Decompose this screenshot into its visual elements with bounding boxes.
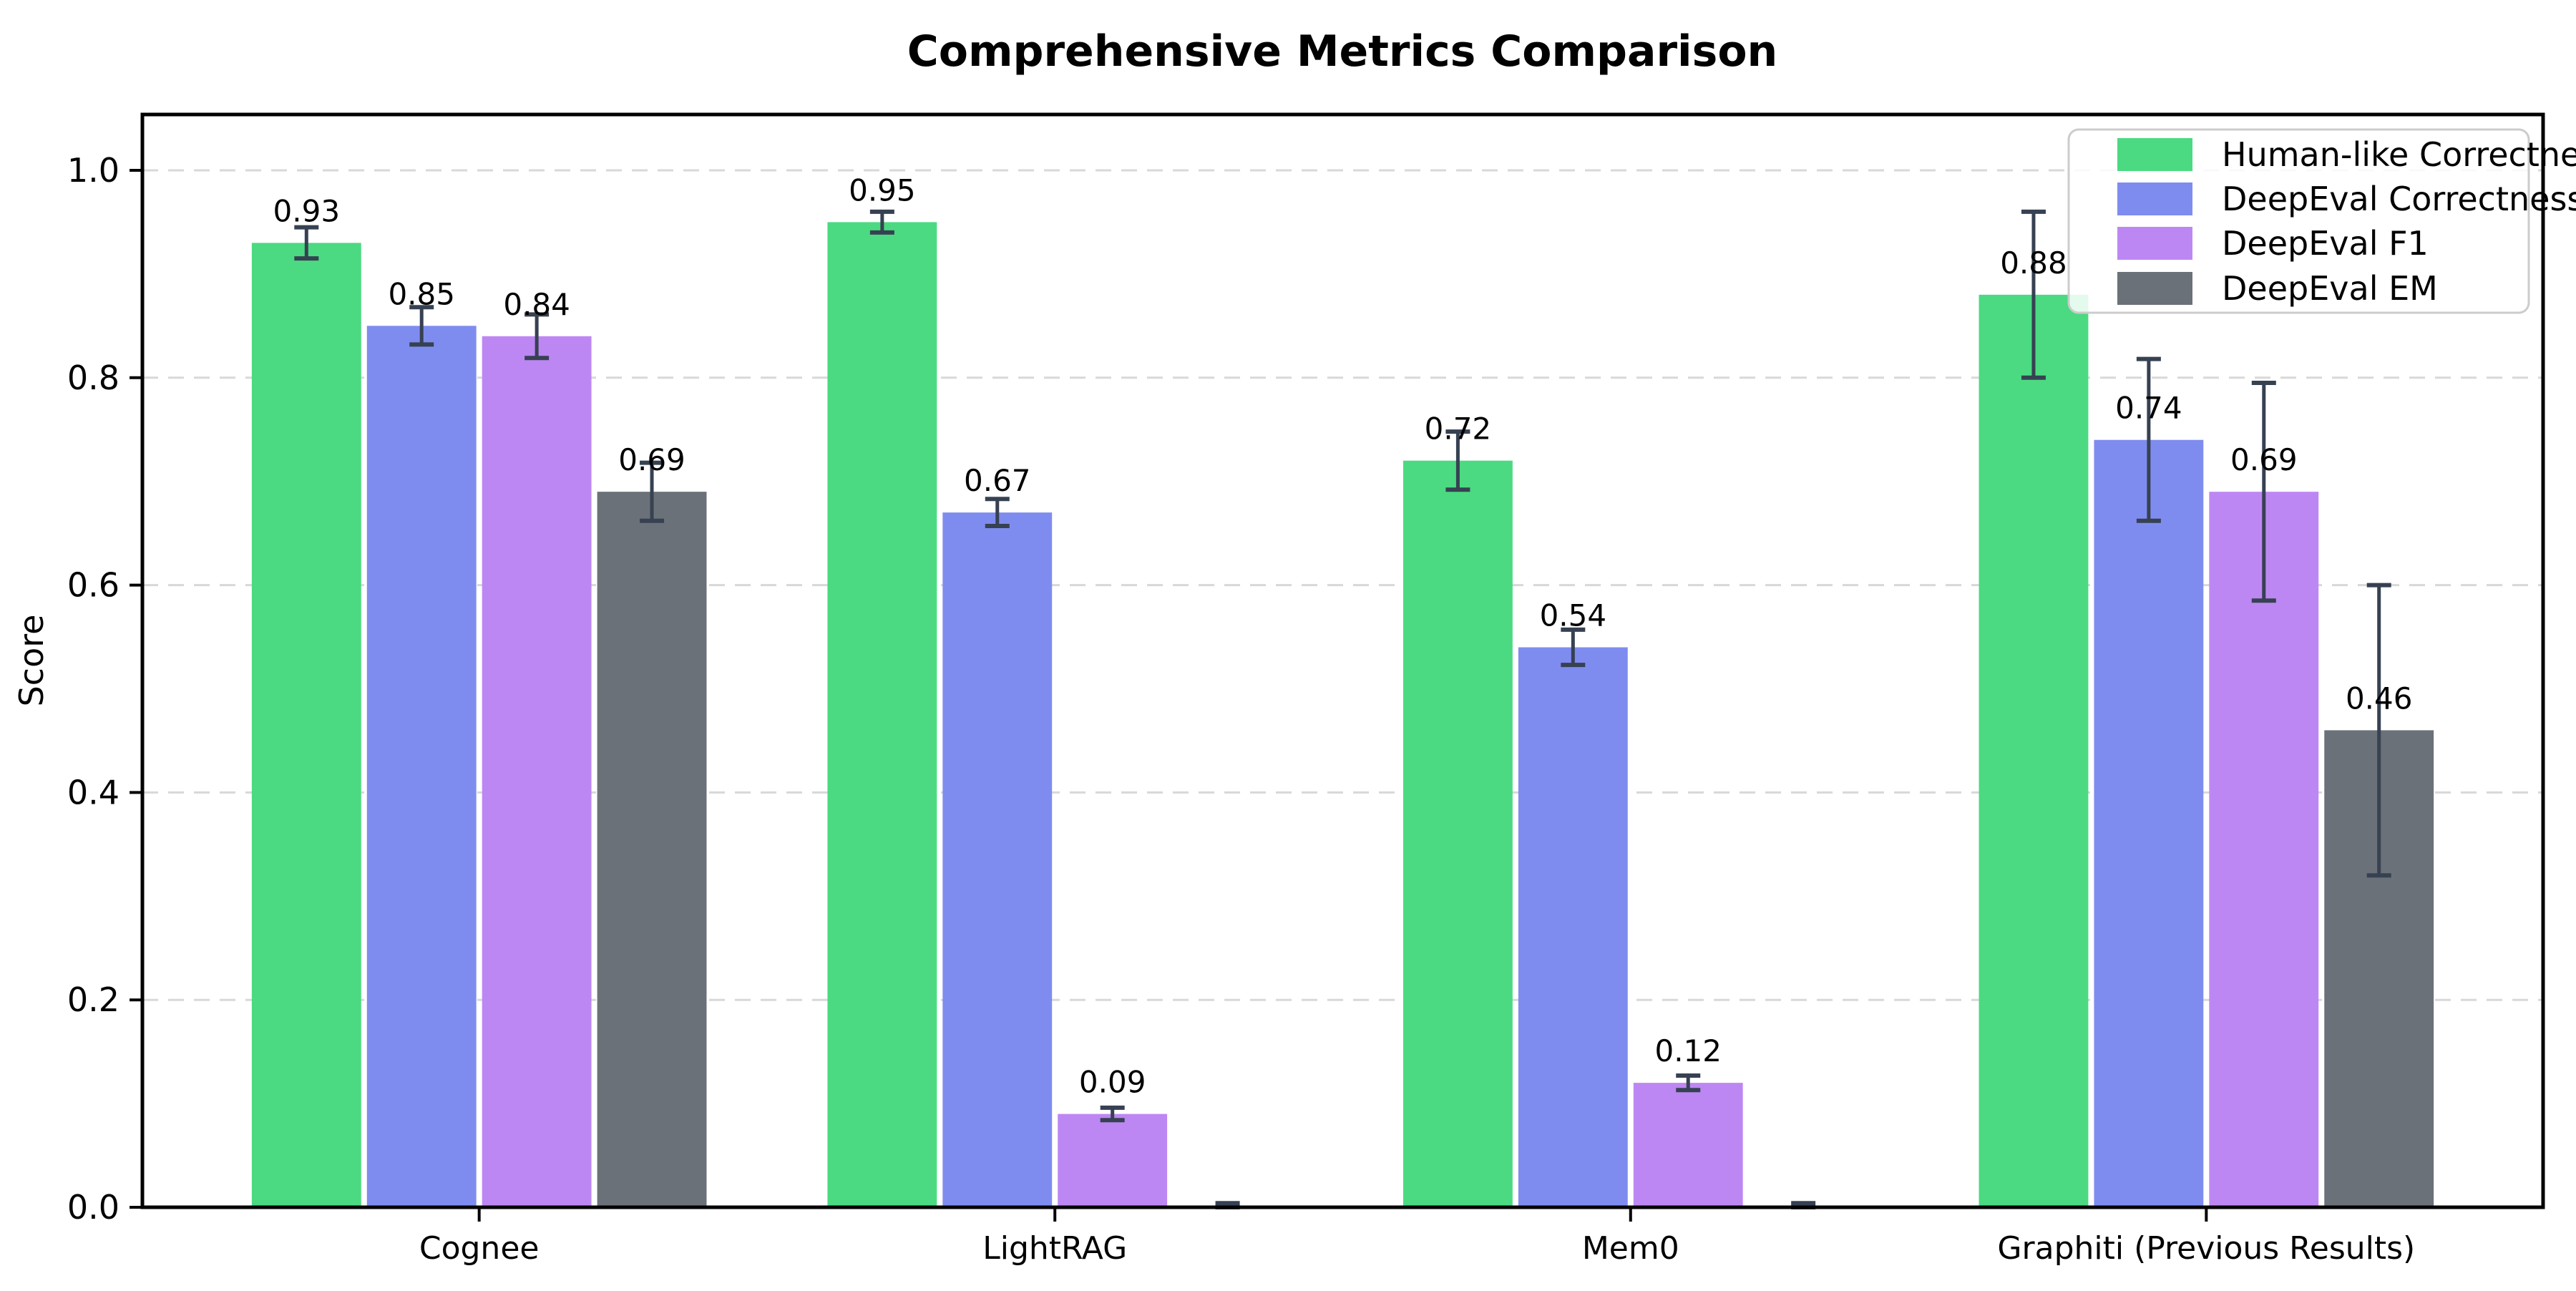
legend-label-deepeval-f1: DeepEval F1 (2222, 224, 2429, 263)
y-tick-label: 1.0 (67, 151, 119, 190)
bar-value-label: 0.69 (618, 442, 686, 477)
legend-label-human-like-correctness: Human-like Correctness (2222, 135, 2576, 174)
bar-deepeval-f1-cognee (482, 336, 592, 1208)
bar-human-like-correctness-lightrag (827, 222, 937, 1207)
bar-human-like-correctness-cognee (251, 243, 361, 1207)
plot-border (140, 112, 2545, 1209)
y-axis-label: Score (12, 615, 51, 707)
bar-value-label: 0.12 (1654, 1033, 1722, 1068)
bar-value-label: 0.72 (1425, 411, 1492, 447)
bar-deepeval-correctness-cognee (366, 326, 477, 1207)
bar-value-label: 0.09 (1079, 1065, 1146, 1100)
legend-box (2067, 128, 2530, 314)
bar-deepeval-em-cognee (597, 492, 707, 1207)
bar-value-label: 0.85 (388, 276, 455, 311)
bar-human-like-correctness-graphiti-previous-results- (1979, 294, 2089, 1208)
bar-deepeval-correctness-graphiti-previous-results- (2094, 439, 2204, 1207)
legend-swatch-deepeval-f1 (2117, 227, 2192, 260)
bar-value-label: 0.54 (1540, 598, 1607, 633)
bar-value-label: 0.88 (2000, 245, 2067, 281)
legend-swatch-human-like-correctness (2117, 138, 2192, 171)
x-tick-label-mem0: Mem0 (1582, 1230, 1679, 1267)
x-tick-label-lightrag: LightRAG (982, 1230, 1127, 1267)
bar-value-label: 0.93 (273, 193, 341, 228)
legend-swatch-deepeval-em (2117, 272, 2192, 305)
y-tick-label: 0.8 (67, 359, 119, 397)
y-tick-label: 0.6 (67, 566, 119, 605)
bar-deepeval-f1-lightrag (1058, 1114, 1168, 1207)
bar-value-label: 0.69 (2230, 442, 2298, 477)
bar-value-label: 0.46 (2346, 681, 2413, 716)
y-tick-label: 0.0 (67, 1188, 119, 1227)
bar-value-label: 0.67 (964, 463, 1031, 498)
y-tick-label: 0.2 (67, 980, 119, 1019)
bar-human-like-correctness-mem0 (1402, 460, 1513, 1207)
legend-label-deepeval-em: DeepEval EM (2222, 269, 2438, 308)
bar-deepeval-f1-mem0 (1633, 1083, 1743, 1207)
legend-label-deepeval-correctness: DeepEval Correctness (2222, 180, 2576, 218)
bar-deepeval-correctness-mem0 (1518, 647, 1628, 1207)
chart-title: Comprehensive Metrics Comparison (907, 26, 1778, 77)
x-tick-label-graphiti-previous-results-: Graphiti (Previous Results) (1997, 1230, 2415, 1267)
bar-value-label: 0.84 (503, 287, 570, 322)
y-tick-label: 0.4 (67, 773, 119, 812)
x-tick-label-cognee: Cognee (419, 1230, 540, 1267)
bar-value-label: 0.74 (2115, 391, 2182, 426)
bar-value-label: 0.95 (849, 172, 916, 208)
legend-swatch-deepeval-correctness (2117, 182, 2192, 215)
bar-deepeval-correctness-lightrag (942, 512, 1053, 1207)
bar-deepeval-f1-graphiti-previous-results- (2209, 492, 2319, 1207)
